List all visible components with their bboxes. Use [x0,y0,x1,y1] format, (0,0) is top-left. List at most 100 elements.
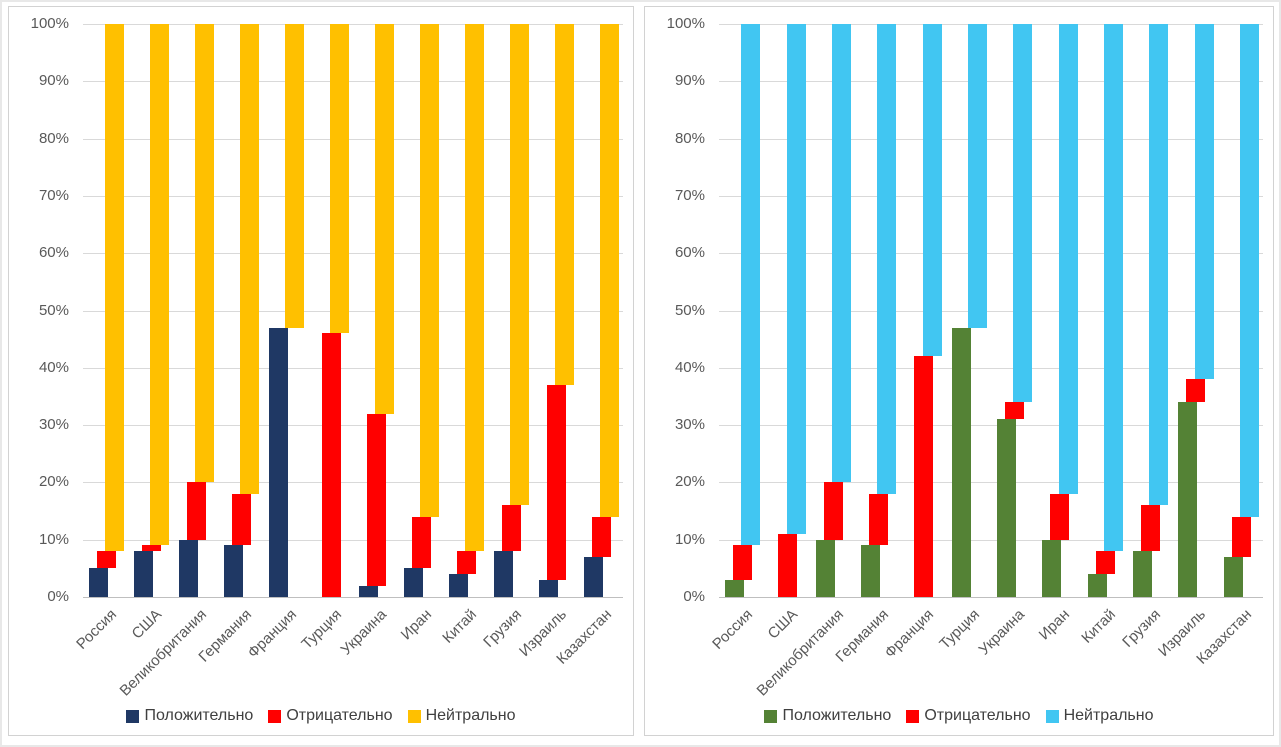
plot-area: Россия США Великобритания Германия Франция Ту… [73,24,623,699]
bar-segment [1013,24,1033,403]
y-axis-tick-label: 90% [674,72,705,89]
bar-segment [375,24,394,414]
bar-segment [456,551,476,575]
y-axis: 100% 90% 80% 70% 60% 50% 40% 30% 20% 10% 0% [645,7,709,735]
bar-segment [186,482,206,540]
bar-segment [358,585,378,597]
y-axis-tick-label: 40% [674,359,705,376]
bar-segment [733,545,753,580]
gridline [83,139,623,140]
legend-swatch [764,709,778,723]
gridline [719,81,1263,82]
y-axis-tick-label: 20% [38,473,69,490]
bar-segment [823,482,843,540]
legend-swatch [1045,709,1059,723]
chart-legend: Положительно Отрицательно Нейтрально [645,707,1273,725]
y-axis-tick-label: 70% [674,187,705,204]
y-axis-tick-label: 0% [683,588,705,605]
bar-segment [420,24,439,517]
y-axis: 100% 90% 80% 70% 60% 50% 40% 30% 20% 10% 0% [9,7,73,735]
bar-segment [831,24,851,483]
y-axis-tick-label: 10% [674,531,705,548]
bar-segment [411,516,431,569]
bar-segment [1042,539,1062,597]
y-axis-tick-label: 30% [38,416,69,433]
bar-segment [1239,24,1259,517]
bar-segment [150,24,169,546]
bar-segment [195,24,214,483]
gridline [83,540,623,541]
y-axis-tick-label: 20% [674,473,705,490]
gridline [83,368,623,369]
bar-segment [1223,556,1243,597]
bar-segment [869,493,889,546]
legend-label: Отрицательно [286,707,393,724]
gridline [719,139,1263,140]
bar-segment [105,24,124,552]
legend-label: Положительно [144,707,254,724]
gridline [719,311,1263,312]
y-axis-tick-label: 80% [38,130,69,147]
bar-segment [88,568,108,597]
bar-segment [877,24,897,494]
bar-segment [1095,551,1115,575]
bar-segment [223,545,243,597]
gridline [719,540,1263,541]
y-axis-tick-label: 100% [666,15,705,32]
bar-segment [741,24,761,546]
bar-segment [815,539,835,597]
bar-segment [914,356,934,597]
gridline [83,482,623,483]
gridline [83,81,623,82]
bar-segment [1058,24,1078,494]
y-axis-tick-label: 10% [38,531,69,548]
bar-segment [967,24,987,328]
bar-segment [133,551,153,597]
legend-item: Отрицательно [906,707,1031,725]
bar-segment [786,24,806,534]
gridline [719,482,1263,483]
bar-segment [285,24,304,328]
legend-item: Положительно [764,707,891,725]
bar-segment [546,384,566,580]
legend-swatch [906,709,920,723]
y-axis-tick-label: 40% [38,359,69,376]
bar-segment [1231,516,1251,557]
bar-segment [922,24,942,357]
bar-segment [538,579,558,597]
bar-segment [403,568,423,597]
chart-panel-right: 100% 90% 80% 70% 60% 50% 40% 30% 20% 10% 0% Россия… [644,6,1274,736]
gridline [719,253,1263,254]
bar-segment [268,327,288,597]
bar-segment [448,574,468,597]
bar-segment [1132,551,1152,597]
y-axis-tick-label: 0% [47,588,69,605]
gridline [83,253,623,254]
legend-swatch [126,709,140,723]
gridline [719,24,1263,25]
bar-segment [96,551,116,569]
bar-segment [501,505,521,552]
gridline [83,311,623,312]
bar-segment [510,24,529,506]
gridline [83,24,623,25]
bar-segment [1186,379,1206,403]
gridline [719,597,1263,598]
bar-segment [493,551,513,597]
bar-segment [321,333,341,597]
y-axis-tick-label: 70% [38,187,69,204]
legend-swatch [407,709,421,723]
legend-item: Положительно [126,707,253,725]
bar-segment [231,493,251,546]
bar-segment [1103,24,1123,552]
bar-segment [1087,574,1107,597]
y-axis-tick-label: 90% [38,72,69,89]
chart-legend: Положительно Отрицательно Нейтрально [9,707,633,725]
bar-segment [1050,493,1070,540]
chart-panel-left: 100% 90% 80% 70% 60% 50% 40% 30% 20% 10% 0% Россия… [8,6,634,736]
y-axis-tick-label: 50% [38,302,69,319]
gridline [719,368,1263,369]
bar-segment [1005,402,1025,420]
y-axis-tick-label: 80% [674,130,705,147]
